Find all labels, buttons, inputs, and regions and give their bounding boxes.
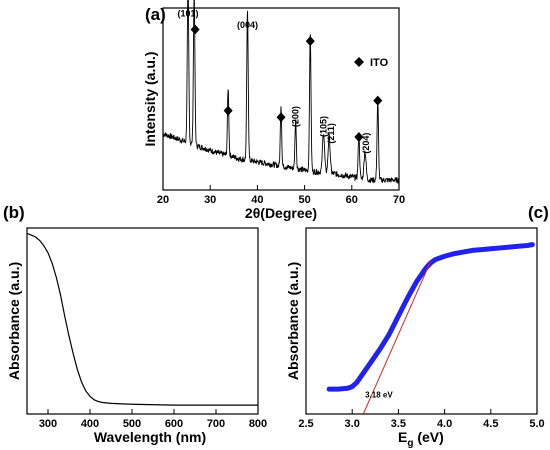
panel-c-plot-frame <box>305 227 538 415</box>
absorbance-curve <box>26 232 258 406</box>
x-tick-label: 4.0 <box>437 418 452 430</box>
panel-b-plot-frame <box>26 227 259 415</box>
x-tick-label: 2.5 <box>298 418 313 430</box>
panel-a-xrd: (a) (101) (004) (200) (105)(211) (204) 20 30 4… <box>142 0 405 221</box>
panel-b-x-axis-title: Wavelength (nm) <box>94 429 206 445</box>
panel-b-absorbance: (b) 300 400 500 600 700 800 Wavelength (nm) A… <box>3 203 267 445</box>
ito-peak-marker <box>305 36 315 47</box>
x-tick-label: 700 <box>207 418 225 430</box>
panel-c-x-axis-subscript: g <box>407 438 413 449</box>
hkl-peak-label: (211) <box>326 123 336 144</box>
x-tick-label: 40 <box>251 194 263 206</box>
band-gap-annotation: 3.18 eV <box>365 390 393 399</box>
panel-c-y-axis-title: Absorbance (a.u.) <box>285 262 301 380</box>
panel-a-plot-frame <box>162 7 400 191</box>
panel-a-y-axis-title: Intensity (a.u.) <box>142 52 158 147</box>
panel-a-letter: (a) <box>145 5 166 24</box>
panel-a-x-axis-title: 2θ(Degree) <box>245 205 317 221</box>
x-tick-label: 300 <box>39 418 57 430</box>
x-tick-label: 30 <box>204 194 216 206</box>
legend-ito-label: ITO <box>370 57 389 69</box>
panel-c-x-axis-unit: (eV) <box>413 429 443 445</box>
panel-a-x-axis-unit: (Degree) <box>260 205 317 221</box>
x-tick-label: 3.5 <box>391 418 406 430</box>
ito-peak-marker <box>373 95 383 106</box>
x-tick-label: 70 <box>393 194 405 206</box>
x-tick-label: 3.0 <box>345 418 360 430</box>
panel-c-plot-area: 3.18 eV <box>326 242 535 415</box>
x-tick-label: 4.5 <box>483 418 498 430</box>
panel-b-letter: (b) <box>3 203 25 222</box>
x-tick-label: 800 <box>249 418 267 430</box>
ito-peak-marker <box>190 24 200 35</box>
panel-a-legend: ITO <box>354 57 389 69</box>
hkl-peak-label: (204) <box>361 133 371 154</box>
x-tick-label: 5.0 <box>529 418 544 430</box>
ito-peak-marker <box>223 105 233 116</box>
hkl-peak-label: (105) <box>318 116 328 137</box>
hkl-peak-label: (200) <box>291 106 301 127</box>
x-tick-label: 600 <box>165 418 183 430</box>
panel-b-plot-area <box>26 232 258 406</box>
x-tick-label: 500 <box>123 418 141 430</box>
panel-a-x-ticks: 20 30 40 50 60 70 <box>157 185 405 206</box>
ito-peak-marker <box>354 132 364 143</box>
panel-c-x-ticks: 2.5 3.0 3.5 4.0 4.5 5.0 <box>298 409 545 430</box>
x-tick-label: 400 <box>81 418 99 430</box>
x-tick-label: 20 <box>157 194 169 206</box>
x-tick-label: 60 <box>346 194 358 206</box>
hkl-peak-label: (004) <box>237 20 258 30</box>
hkl-peak-label: (101) <box>178 8 199 18</box>
panel-a-plot-area: (101) (004) (200) (105)(211) (204) <box>162 0 400 185</box>
panel-a-x-axis-theta: 2θ <box>245 205 260 221</box>
panel-b-y-axis-title: Absorbance (a.u.) <box>6 262 22 380</box>
panel-c-band-gap: (c) 3.18 eV 2.5 3.0 3.5 4.0 4.5 5.0 Eg (eV) A… <box>285 203 549 449</box>
legend-ito-marker <box>354 57 364 67</box>
panel-b-x-ticks: 300 400 500 600 700 800 <box>39 409 267 430</box>
panel-c-x-axis-e: E <box>398 429 407 445</box>
band-gap-curve <box>326 242 535 392</box>
tangent-line <box>362 261 432 415</box>
ito-peak-marker <box>276 112 286 123</box>
xrd-pattern-line <box>162 0 400 185</box>
panel-c-x-axis-title: Eg (eV) <box>398 429 444 449</box>
x-tick-label: 50 <box>298 194 310 206</box>
panel-c-letter: (c) <box>528 203 549 222</box>
